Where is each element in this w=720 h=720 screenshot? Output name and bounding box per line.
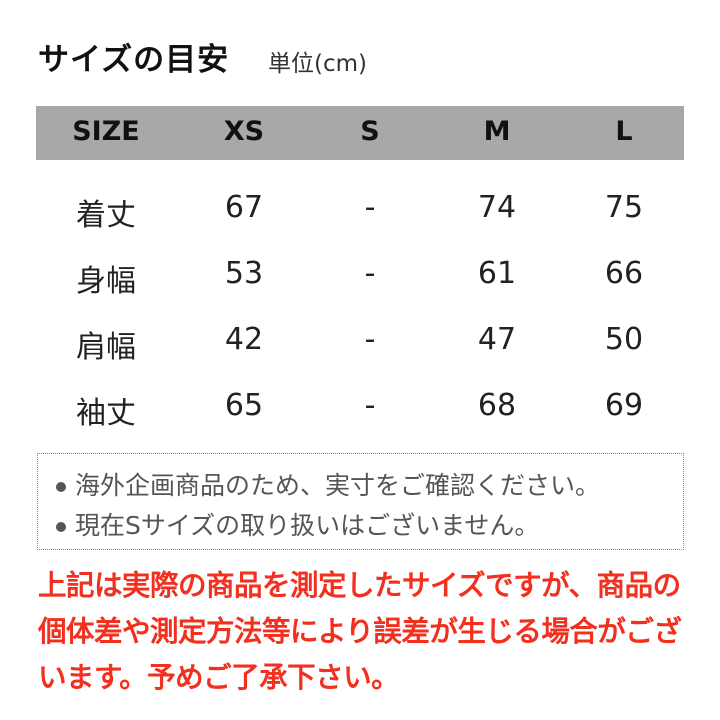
table-cell: 74 <box>477 190 517 225</box>
warning-text: 上記は実際の商品を測定したサイズですが、商品の個体差や測定方法等により誤差が生じ… <box>38 569 682 694</box>
table-cell: 65 <box>224 388 264 423</box>
row-label: 身幅 <box>76 264 136 299</box>
table-cell: - <box>364 256 376 291</box>
column-header: S <box>360 116 380 147</box>
column-header: XS <box>223 116 265 147</box>
table-cell: 61 <box>477 256 517 291</box>
row-label: 肩幅 <box>76 330 136 365</box>
note-item: 海外企画商品のため、実寸をご確認ください。 <box>56 466 600 502</box>
notes-box: 海外企画商品のため、実寸をご確認ください。 現在Sサイズの取り扱いはございません… <box>37 453 684 550</box>
note-item: 現在Sサイズの取り扱いはございません。 <box>56 506 539 542</box>
page-title: サイズの目安 <box>38 42 230 78</box>
table-header <box>36 106 684 160</box>
column-header: M <box>483 116 511 147</box>
note-text: 海外企画商品のため、実寸をご確認ください。 <box>75 471 601 500</box>
table-cell: - <box>364 190 376 225</box>
table-cell: 42 <box>224 322 264 357</box>
unit-label: 単位(cm) <box>268 51 367 77</box>
column-header: L <box>615 116 633 147</box>
table-cell: 47 <box>477 322 517 357</box>
table-cell: - <box>364 388 376 423</box>
table-cell: - <box>364 322 376 357</box>
table-cell: 66 <box>604 256 644 291</box>
table-cell: 67 <box>224 190 264 225</box>
table-cell: 50 <box>604 322 644 357</box>
table-cell: 68 <box>477 388 517 423</box>
table-cell: 75 <box>604 190 644 225</box>
row-label: 着丈 <box>76 198 136 233</box>
table-cell: 69 <box>604 388 644 423</box>
column-header: SIZE <box>72 116 140 147</box>
row-label: 袖丈 <box>76 396 136 431</box>
table-cell: 53 <box>224 256 264 291</box>
bullet-icon <box>56 522 66 532</box>
bullet-icon <box>56 482 66 492</box>
note-text: 現在Sサイズの取り扱いはございません。 <box>75 511 540 540</box>
